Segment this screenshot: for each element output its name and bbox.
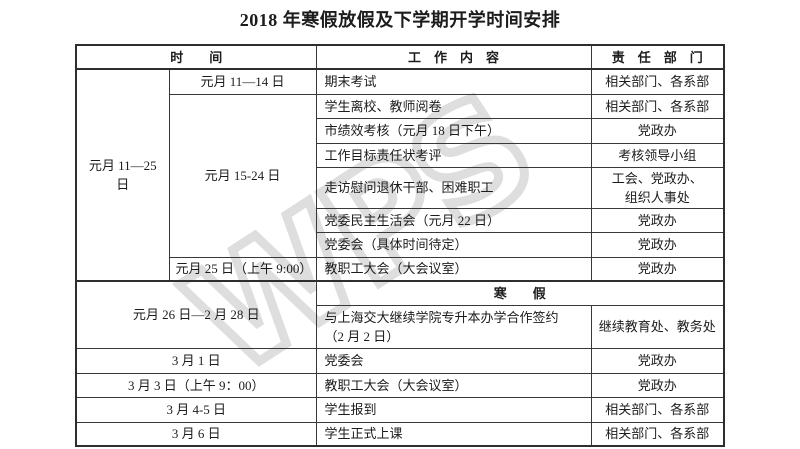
time-cell: 3 月 4-5 日 bbox=[75, 396, 317, 423]
table-row: 党委会（具体时间待定） 党政办 bbox=[76, 231, 725, 258]
work-cell: 党委会 bbox=[315, 347, 592, 374]
work-cell: 党委会（具体时间待定） bbox=[315, 231, 592, 258]
table-row-vacation: 元月 26 日—2 月 28 日 寒 假 bbox=[75, 280, 725, 349]
dept-cell: 考核领导小组 bbox=[590, 142, 725, 168]
vacation-period-cell: 元月 26 日—2 月 28 日 bbox=[75, 280, 317, 349]
time-cell: 元月 25 日（上午 9:00） bbox=[168, 256, 317, 282]
dept-cell: 相关部门、各系部 bbox=[590, 421, 725, 447]
table-row: 3 月 1 日 党委会 党政办 bbox=[75, 347, 725, 374]
table-row: 与上海交大继续学院专升本办学合作签约 （2 月 2 日） 继续教育处、教务处 bbox=[76, 304, 725, 349]
dept-cell: 党政办 bbox=[590, 117, 725, 144]
work-cell: 市绩效考核（元月 18 日下午） bbox=[315, 117, 592, 144]
work-cell: 学生报到 bbox=[315, 396, 592, 423]
dept-cell: 党政办 bbox=[590, 207, 725, 233]
table-row: 走访慰问退休干部、困难职工 工会、党政办、 组织人事处 bbox=[76, 166, 725, 209]
work-cell: 学生离校、教师阅卷 bbox=[315, 93, 592, 119]
work-cell: 工作目标责任状考评 bbox=[315, 142, 592, 168]
table-row: 元月 15-24 日 学生离校、教师阅卷 相关部门、各系部 bbox=[76, 93, 725, 258]
work-cell: 期末考试 bbox=[315, 68, 592, 95]
time-cell: 3 月 6 日 bbox=[75, 421, 317, 447]
table-row: 元月 25 日（上午 9:00） 教职工大会（大会议室） 党政办 bbox=[76, 256, 725, 282]
work-cell: 走访慰问退休干部、困难职工 bbox=[315, 166, 592, 209]
time-period-cell: 元月 11—25 日 bbox=[75, 68, 170, 282]
time-cell: 3 月 3 日（上午 9：00） bbox=[75, 372, 317, 398]
vacation-label-cell: 寒 假 bbox=[315, 280, 725, 306]
work-cell: 党委民主生活会（元月 22 日） bbox=[315, 207, 592, 233]
header-time: 时 间 bbox=[75, 44, 317, 70]
dept-cell: 继续教育处、教务处 bbox=[590, 304, 725, 349]
dept-cell: 党政办 bbox=[590, 256, 725, 282]
schedule-table: 时 间 工 作 内 容 责 任 部 门 元月 11—25 日 元月 11—14 … bbox=[75, 44, 726, 447]
dept-cell: 相关部门、各系部 bbox=[590, 93, 725, 119]
table-row: 3 月 3 日（上午 9：00） 教职工大会（大会议室） 党政办 bbox=[75, 372, 725, 398]
header-row: 时 间 工 作 内 容 责 任 部 门 bbox=[75, 44, 725, 70]
table-row: 3 月 6 日 学生正式上课 相关部门、各系部 bbox=[75, 421, 725, 447]
work-cell: 学生正式上课 bbox=[315, 421, 592, 447]
work-cell: 教职工大会（大会议室） bbox=[315, 256, 592, 282]
table-row: 元月 11—25 日 元月 11—14 日 期末考试 相关部门、各系部 bbox=[75, 68, 725, 282]
dept-cell: 相关部门、各系部 bbox=[590, 396, 725, 423]
dept-cell: 工会、党政办、 组织人事处 bbox=[590, 166, 725, 209]
dept-cell: 相关部门、各系部 bbox=[590, 68, 725, 95]
dept-cell: 党政办 bbox=[590, 347, 725, 374]
header-dept: 责 任 部 门 bbox=[590, 44, 725, 70]
header-work: 工 作 内 容 bbox=[315, 44, 592, 70]
dept-cell: 党政办 bbox=[590, 372, 725, 398]
time-cell: 3 月 1 日 bbox=[75, 347, 317, 374]
time-cell: 元月 11—14 日 bbox=[168, 68, 317, 95]
page-title: 2018 年寒假放假及下学期开学时间安排 bbox=[239, 10, 561, 30]
dept-cell: 党政办 bbox=[590, 231, 725, 258]
work-cell: 教职工大会（大会议室） bbox=[315, 372, 592, 398]
table-row: 工作目标责任状考评 考核领导小组 bbox=[76, 142, 725, 168]
time-subperiod-cell: 元月 15-24 日 bbox=[168, 93, 317, 258]
table-row: 3 月 4-5 日 学生报到 相关部门、各系部 bbox=[75, 396, 725, 423]
table-row: 党委民主生活会（元月 22 日） 党政办 bbox=[76, 207, 725, 233]
work-cell: 与上海交大继续学院专升本办学合作签约 （2 月 2 日） bbox=[315, 304, 592, 349]
